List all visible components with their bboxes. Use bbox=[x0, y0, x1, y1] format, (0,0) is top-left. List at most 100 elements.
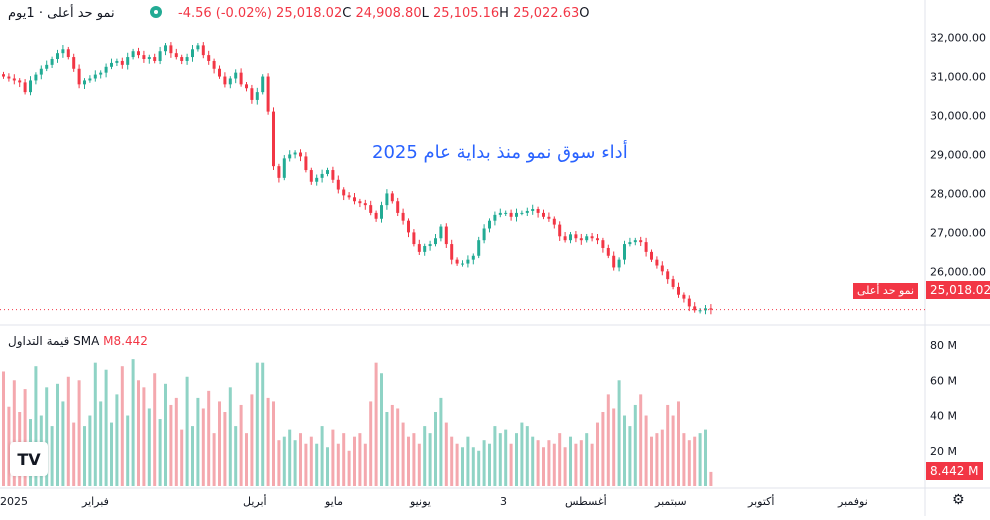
candle-body[interactable] bbox=[542, 212, 545, 217]
candle-body[interactable] bbox=[488, 220, 491, 229]
candle-body[interactable] bbox=[45, 64, 49, 69]
candle-body[interactable] bbox=[272, 111, 275, 167]
volume-legend[interactable]: قيمة التداول SMA M8.442 bbox=[8, 334, 148, 348]
interval-label[interactable]: 1يوم bbox=[8, 6, 35, 21]
candle-body[interactable] bbox=[110, 62, 113, 67]
volume-bar[interactable] bbox=[380, 373, 383, 486]
volume-bar[interactable] bbox=[88, 415, 92, 486]
volume-bar[interactable] bbox=[309, 436, 313, 486]
candle-body[interactable] bbox=[628, 242, 632, 245]
candle-body[interactable] bbox=[455, 259, 459, 264]
candle-body[interactable] bbox=[520, 212, 524, 214]
candle-body[interactable] bbox=[677, 286, 680, 295]
candle-body[interactable] bbox=[633, 240, 637, 243]
volume-bar[interactable] bbox=[50, 426, 54, 486]
volume-bar[interactable] bbox=[266, 397, 270, 486]
volume-bar[interactable] bbox=[196, 397, 200, 486]
candle-body[interactable] bbox=[477, 240, 481, 256]
candle-body[interactable] bbox=[450, 244, 454, 260]
volume-bar[interactable] bbox=[498, 433, 502, 486]
volume-bar[interactable] bbox=[201, 408, 205, 486]
volume-bar[interactable] bbox=[2, 371, 5, 486]
candle-body[interactable] bbox=[639, 240, 643, 243]
candle-body[interactable] bbox=[423, 246, 427, 252]
candle-body[interactable] bbox=[39, 68, 43, 75]
candle-body[interactable] bbox=[363, 203, 367, 206]
volume-bar[interactable] bbox=[547, 440, 551, 486]
candle-body[interactable] bbox=[191, 49, 194, 58]
volume-bar[interactable] bbox=[261, 362, 265, 486]
candle-body[interactable] bbox=[563, 236, 567, 241]
candle-body[interactable] bbox=[606, 247, 610, 256]
candle-body[interactable] bbox=[547, 216, 551, 219]
candle-body[interactable] bbox=[93, 74, 97, 79]
volume-bar[interactable] bbox=[137, 380, 140, 486]
candle-body[interactable] bbox=[239, 72, 243, 85]
volume-bar[interactable] bbox=[660, 429, 664, 486]
candle-body[interactable] bbox=[347, 195, 351, 198]
volume-bar[interactable] bbox=[671, 415, 675, 486]
volume-bar[interactable] bbox=[471, 447, 475, 486]
volume-bar[interactable] bbox=[596, 422, 599, 486]
candle-body[interactable] bbox=[299, 152, 302, 157]
volume-bar[interactable] bbox=[552, 443, 556, 486]
candle-body[interactable] bbox=[18, 80, 22, 83]
volume-bar[interactable] bbox=[23, 389, 27, 486]
candle-body[interactable] bbox=[585, 236, 589, 241]
volume-bar[interactable] bbox=[417, 443, 421, 486]
volume-bar[interactable] bbox=[153, 373, 157, 486]
candle-body[interactable] bbox=[369, 205, 373, 213]
candle-body[interactable] bbox=[201, 45, 205, 56]
candle-body[interactable] bbox=[574, 234, 578, 239]
volume-bar[interactable] bbox=[482, 440, 486, 486]
candle-body[interactable] bbox=[471, 255, 475, 260]
candle-body[interactable] bbox=[434, 238, 437, 245]
volume-bar[interactable] bbox=[563, 447, 567, 486]
candle-body[interactable] bbox=[50, 59, 54, 65]
volume-bar[interactable] bbox=[66, 376, 70, 486]
volume-bar[interactable] bbox=[93, 362, 97, 486]
candle-body[interactable] bbox=[282, 158, 286, 178]
volume-bar[interactable] bbox=[401, 422, 405, 486]
candle-body[interactable] bbox=[185, 57, 189, 61]
candle-body[interactable] bbox=[650, 251, 653, 260]
volume-bar[interactable] bbox=[412, 433, 416, 486]
volume-bar[interactable] bbox=[272, 401, 275, 486]
volume-bar[interactable] bbox=[455, 443, 459, 486]
candle-body[interactable] bbox=[385, 193, 389, 206]
volume-bar[interactable] bbox=[423, 426, 427, 486]
volume-bar[interactable] bbox=[99, 401, 103, 486]
volume-bar[interactable] bbox=[617, 380, 621, 486]
volume-bar[interactable] bbox=[304, 443, 308, 486]
volume-bar[interactable] bbox=[434, 412, 437, 486]
candle-body[interactable] bbox=[77, 68, 81, 85]
candle-body[interactable] bbox=[590, 236, 594, 239]
volume-bar[interactable] bbox=[520, 422, 524, 486]
market-status-indicator[interactable] bbox=[150, 4, 162, 24]
volume-bar[interactable] bbox=[169, 404, 173, 486]
volume-bar[interactable] bbox=[558, 433, 562, 486]
volume-bar[interactable] bbox=[277, 440, 281, 486]
volume-bar[interactable] bbox=[207, 390, 211, 486]
candle-body[interactable] bbox=[612, 255, 616, 268]
candle-body[interactable] bbox=[428, 244, 432, 247]
volume-bar[interactable] bbox=[704, 429, 707, 486]
candle-body[interactable] bbox=[196, 45, 200, 50]
candle-body[interactable] bbox=[569, 234, 572, 241]
volume-bar[interactable] bbox=[336, 443, 340, 486]
volume-bar[interactable] bbox=[374, 362, 378, 486]
candle-body[interactable] bbox=[326, 170, 329, 174]
volume-bar[interactable] bbox=[709, 471, 713, 486]
volume-bar[interactable] bbox=[83, 426, 86, 486]
volume-bar[interactable] bbox=[396, 408, 400, 486]
volume-bar[interactable] bbox=[639, 394, 643, 486]
candle-body[interactable] bbox=[504, 212, 508, 214]
volume-bar[interactable] bbox=[666, 404, 670, 486]
candle-body[interactable] bbox=[218, 68, 221, 77]
volume-bar[interactable] bbox=[293, 440, 297, 486]
candle-body[interactable] bbox=[498, 212, 502, 215]
candle-body[interactable] bbox=[558, 224, 562, 237]
volume-bar[interactable] bbox=[239, 404, 243, 486]
volume-bar[interactable] bbox=[142, 387, 146, 486]
